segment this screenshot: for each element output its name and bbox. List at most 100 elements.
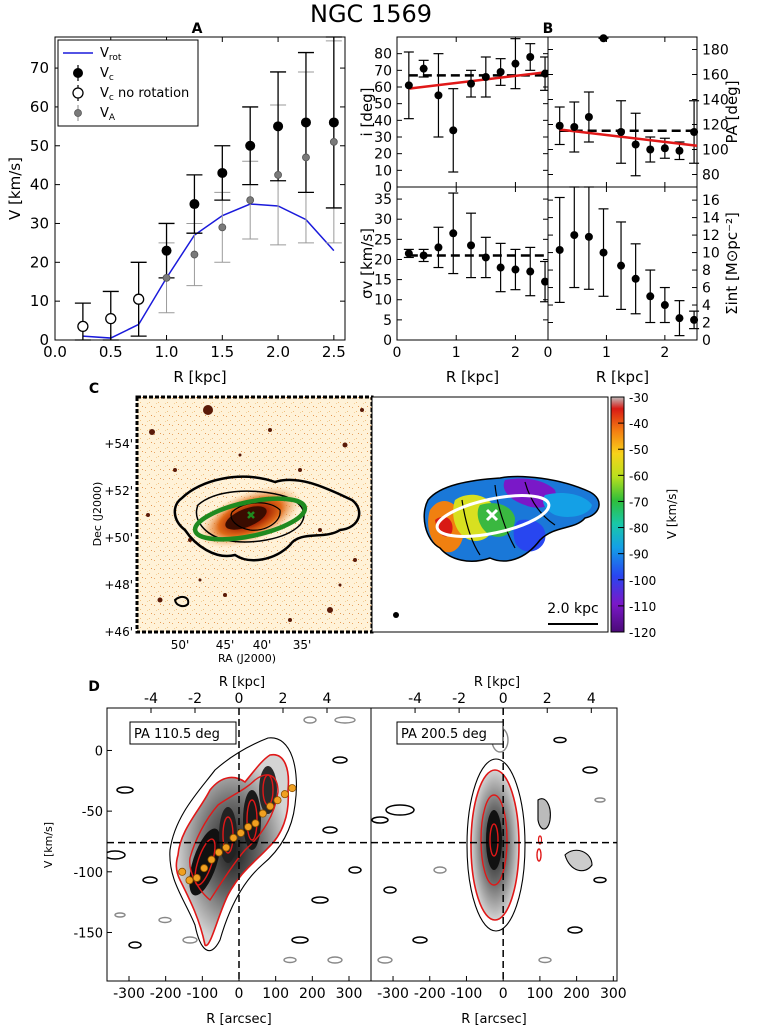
panel-a-xtick-label: 1.0	[155, 343, 179, 361]
panel-c-colorbar	[610, 396, 625, 633]
vc-point	[189, 199, 200, 210]
panel-d-xtick-label: 300	[600, 986, 627, 1002]
panel-a-ytick-label: 40	[30, 176, 49, 194]
panel-a-xtick-label: 0.0	[43, 343, 67, 361]
legend-marker	[73, 68, 83, 78]
panel-d-pv-diagrams	[106, 707, 618, 982]
vc-no-rotation-point	[133, 293, 145, 305]
panel-b-pa-axes	[547, 36, 698, 188]
panel-d-rotation-point	[214, 848, 223, 857]
panel-d-xtick-label: 300	[336, 986, 363, 1002]
panel-d-ytick-label: -100	[73, 866, 103, 881]
panel-b-pa-point	[570, 123, 579, 131]
panel-d-top-xtick-label: 2	[543, 691, 552, 707]
panel-b-sigma-xtick-label: 0	[393, 345, 402, 361]
panel-d-rotation-point	[207, 855, 216, 864]
panel-d-top-xtick-label: -4	[144, 691, 158, 707]
panel-b-sigma-ytick-label: 15	[374, 273, 392, 289]
panel-d-rotation-point	[258, 809, 267, 818]
legend-label: Vrot	[100, 46, 122, 63]
panel-b-sigma-int-point	[675, 314, 684, 323]
vc-point	[273, 121, 284, 132]
panel-b-sigma-int-xtick-label: 2	[660, 345, 669, 361]
panel-b-sigma-int-xlabel: R [kpc]	[596, 368, 649, 386]
panel-b-pa-ytick-label: 160	[702, 68, 729, 84]
va-point	[190, 250, 199, 259]
panel-b-sigma-ylabel: σv [km/s]	[358, 228, 376, 299]
panel-a-xtick-label: 2.5	[322, 343, 346, 361]
panel-b-sigma-point	[511, 265, 520, 274]
vrot-line	[82, 203, 335, 339]
panel-d-xlabel: R [arcsec]	[461, 1012, 526, 1027]
panel-b-pa-point	[660, 144, 669, 153]
panel-b-sigma-int-point	[617, 261, 626, 270]
panel-a-ylabel: V [km/s]	[6, 157, 24, 220]
vc-point	[328, 117, 339, 128]
panel-b-i-ytick-label: 20	[374, 147, 392, 163]
va-point	[302, 153, 310, 162]
panel-d-pa-box	[129, 721, 237, 745]
panel-b-sigma-ytick-label: 30	[374, 212, 392, 228]
panel-b-i-fit-line	[408, 70, 549, 90]
figure-title: NGC 1569	[310, 0, 432, 28]
panel-b-sigma-int-ytick-label: 14	[702, 211, 720, 227]
panel-b-pa-ytick-label: 80	[702, 168, 720, 184]
panel-a-ytick-label: 50	[30, 137, 49, 155]
panel-b-pa-ytick-label: 100	[702, 143, 729, 159]
panel-d-rotation-point	[200, 864, 209, 873]
panel-d-top-xlabel: R [kpc]	[219, 675, 265, 690]
panel-b-i-point	[496, 68, 505, 76]
panel-b-i-ytick-label: 30	[374, 130, 392, 146]
panel-a-xtick-label: 2.0	[266, 343, 290, 361]
panel-b-sigma-point	[526, 267, 535, 276]
panel-d-pa-label: PA 110.5 deg	[134, 727, 220, 742]
panel-b-sigma-point	[449, 229, 458, 238]
panel-b-i-point	[404, 81, 413, 90]
panel-b-i-ytick-label: 40	[374, 113, 392, 129]
panel-b-sigma-int-ytick-label: 8	[702, 263, 711, 279]
panel-b-pa-point	[555, 121, 564, 130]
panel-b-sigma-ytick-label: 10	[374, 293, 392, 309]
panel-b-pa-point	[675, 146, 684, 155]
panel-d-rotation-point	[236, 828, 245, 837]
panel-c-ytick-label: +54'	[104, 437, 133, 451]
panel-a-legend: Vrot Vc Vc no rotation VA	[57, 39, 199, 127]
panel-a-xtick-label: 1.5	[210, 343, 234, 361]
panel-d-xtick-label: -200	[150, 986, 182, 1002]
va-point	[162, 273, 171, 282]
panel-a-ytick-label: 60	[30, 98, 49, 116]
panel-a-xtick-label: 0.5	[99, 343, 123, 361]
panel-d-rotation-point	[251, 819, 260, 828]
panel-d-label: D	[88, 679, 100, 695]
panel-b-sigma-int-ytick-label: 12	[702, 228, 720, 244]
panel-b-i-ytick-label: 60	[374, 80, 392, 96]
panel-d-top-xtick-label: 0	[499, 691, 508, 707]
panel-a-ytick-label: 20	[30, 253, 49, 271]
panel-b-pa-point	[690, 128, 699, 136]
panel-b-sigma-ytick-label: 20	[374, 252, 392, 268]
panel-d-rotation-point	[178, 867, 187, 876]
legend-label: Vc no rotation	[100, 86, 189, 103]
panel-c-xtick-label: 40'	[253, 638, 272, 652]
panel-b-sigma-point	[434, 243, 443, 252]
panel-b-sigma-ytick-label: 25	[374, 232, 392, 248]
panel-c-ylabel: Dec (J2000)	[91, 482, 104, 547]
panel-c-xtick-label: 50'	[171, 638, 190, 652]
panel-d-xtick-label: 200	[563, 986, 590, 1002]
panel-d-top-xtick-label: 4	[587, 691, 596, 707]
panel-b-i-ylabel: i [deg]	[358, 88, 376, 137]
panel-b-pa-ylabel: PA [deg]	[723, 80, 741, 143]
panel-b-sigma-int-ytick-label: 2	[702, 316, 711, 332]
panel-c-xlabel: RA (J2000)	[218, 652, 276, 665]
panel-b-sigma-point	[419, 251, 428, 260]
panel-d-xtick-label: 100	[527, 986, 554, 1002]
panel-d-xtick-label: -100	[186, 986, 218, 1002]
vc-point	[300, 117, 311, 128]
panel-c-optical-image	[135, 395, 374, 634]
panel-b-i-point	[467, 79, 476, 88]
colorbar-tick-label: -70	[629, 495, 649, 509]
panel-d-xtick-label: -100	[451, 986, 483, 1002]
panel-b-pa-ytick-label: 140	[702, 93, 729, 109]
panel-b-i-point	[434, 91, 443, 100]
